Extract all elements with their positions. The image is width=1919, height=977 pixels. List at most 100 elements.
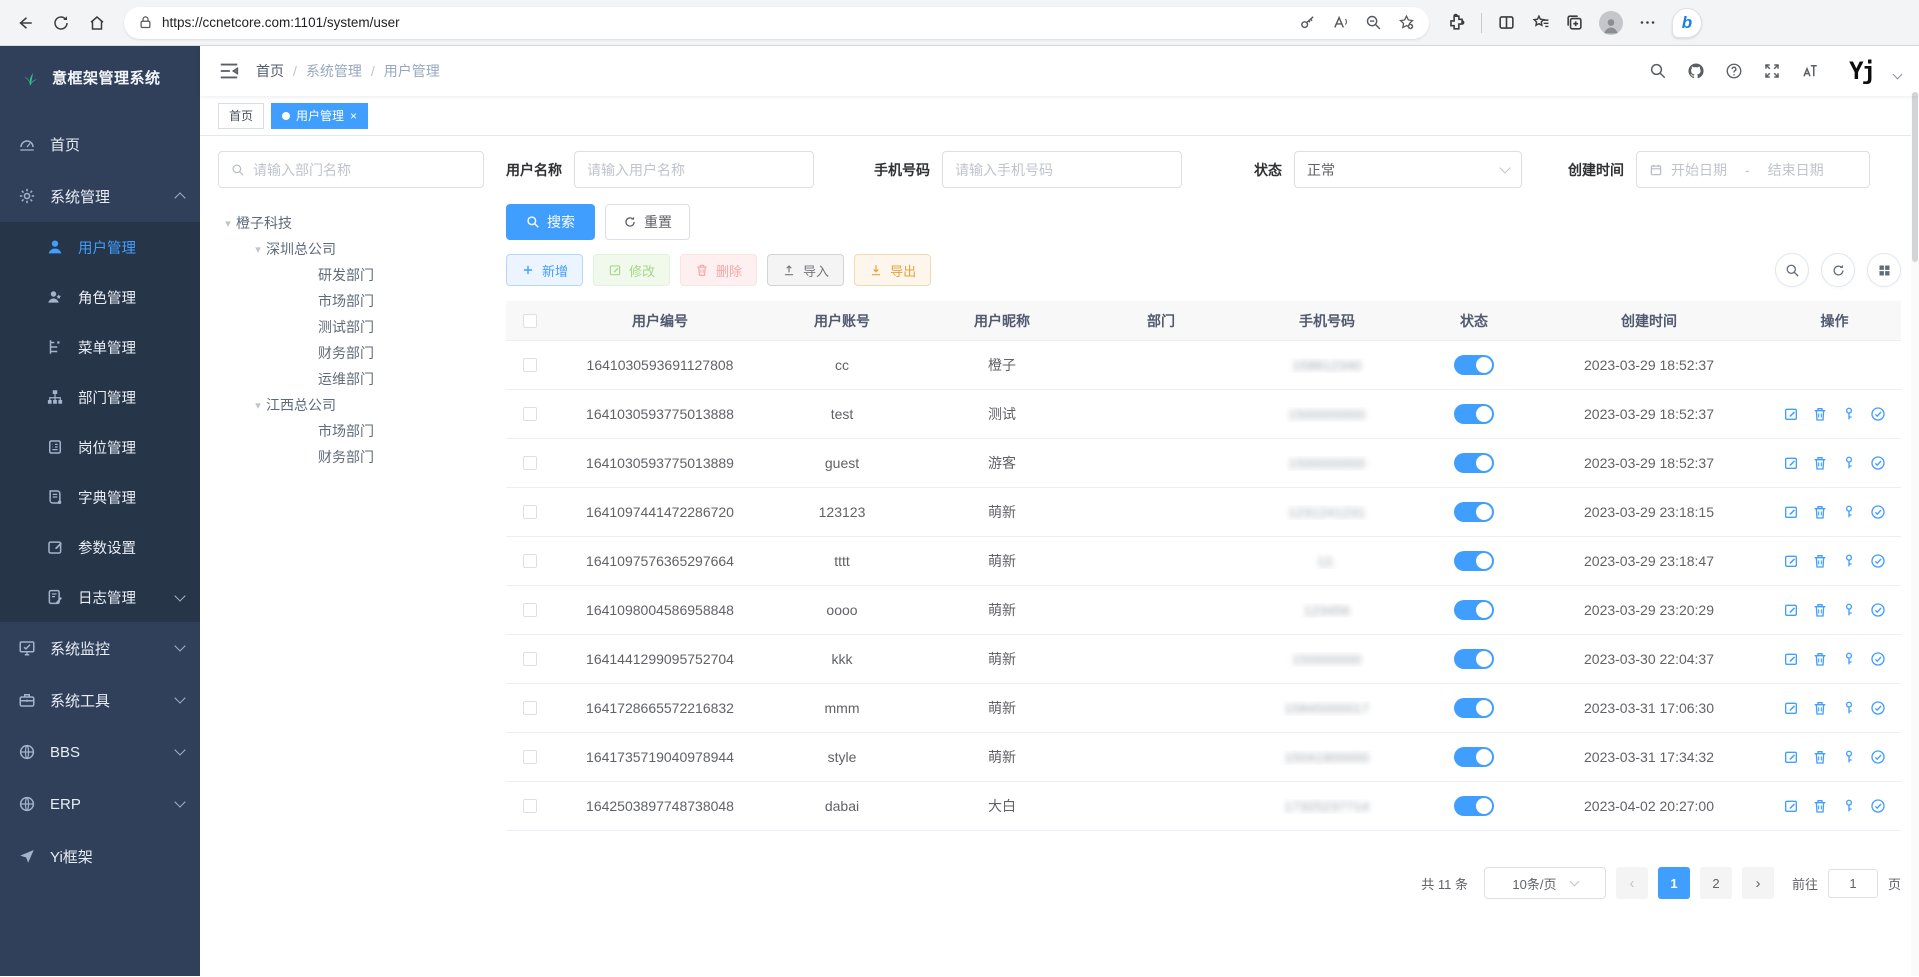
sidebar-item-菜单管理[interactable]: 菜单管理 xyxy=(0,322,200,372)
help-icon[interactable] xyxy=(1725,62,1743,80)
row-checkbox[interactable] xyxy=(523,456,537,470)
close-icon[interactable]: × xyxy=(350,108,358,123)
sidebar-item-系统监控[interactable]: 系统监控 xyxy=(0,622,200,674)
status-toggle[interactable] xyxy=(1454,796,1494,816)
page-button-2[interactable]: 2 xyxy=(1699,867,1732,899)
sidebar-item-首页[interactable]: 首页 xyxy=(0,118,200,170)
edit-icon[interactable] xyxy=(1783,700,1799,716)
reset-password-icon[interactable] xyxy=(1841,455,1857,471)
sidebar-item-系统工具[interactable]: 系统工具 xyxy=(0,674,200,726)
reset-password-icon[interactable] xyxy=(1841,553,1857,569)
check-circle-icon[interactable] xyxy=(1870,798,1886,814)
check-circle-icon[interactable] xyxy=(1870,651,1886,667)
tree-node-江西总公司[interactable]: ▾ 江西总公司 xyxy=(218,392,484,418)
delete-icon[interactable] xyxy=(1812,504,1828,520)
status-toggle[interactable] xyxy=(1454,649,1494,669)
address-bar[interactable]: https://ccnetcore.com:1101/system/user xyxy=(124,6,1429,39)
split-screen-icon[interactable] xyxy=(1497,13,1516,32)
reset-password-icon[interactable] xyxy=(1841,700,1857,716)
row-checkbox[interactable] xyxy=(523,554,537,568)
user-logo[interactable]: Yj xyxy=(1849,57,1876,85)
sidebar-item-ERP[interactable]: ERP xyxy=(0,778,200,830)
row-checkbox[interactable] xyxy=(523,505,537,519)
dept-search-field[interactable] xyxy=(253,161,471,178)
table-search-button[interactable] xyxy=(1775,253,1809,287)
edit-icon[interactable] xyxy=(1783,406,1799,422)
page-size-select[interactable]: 10条/页 xyxy=(1483,867,1606,899)
edit-icon[interactable] xyxy=(1783,798,1799,814)
breadcrumb-item[interactable]: 用户管理 xyxy=(383,63,440,79)
sidebar-item-参数设置[interactable]: 参数设置 xyxy=(0,522,200,572)
check-circle-icon[interactable] xyxy=(1870,749,1886,765)
status-toggle[interactable] xyxy=(1454,600,1494,620)
sidebar-item-字典管理[interactable]: 字典管理 xyxy=(0,472,200,522)
reset-password-icon[interactable] xyxy=(1841,406,1857,422)
tree-node-研发部门[interactable]: 研发部门 xyxy=(218,262,484,288)
row-checkbox[interactable] xyxy=(523,701,537,715)
copilot-icon[interactable]: b xyxy=(1672,7,1702,38)
edit-icon[interactable] xyxy=(1783,553,1799,569)
export-button[interactable]: 导出 xyxy=(854,254,932,286)
column-settings-button[interactable] xyxy=(1867,253,1901,287)
phone-input[interactable] xyxy=(942,151,1182,188)
delete-icon[interactable] xyxy=(1812,798,1828,814)
check-circle-icon[interactable] xyxy=(1870,553,1886,569)
edit-icon[interactable] xyxy=(1783,749,1799,765)
tree-node-市场部门[interactable]: 市场部门 xyxy=(218,418,484,444)
next-page-button[interactable]: › xyxy=(1741,867,1774,899)
reset-button[interactable]: 重置 xyxy=(605,204,690,240)
edit-icon[interactable] xyxy=(1783,602,1799,618)
status-toggle[interactable] xyxy=(1454,502,1494,522)
delete-icon[interactable] xyxy=(1812,700,1828,716)
delete-icon[interactable] xyxy=(1812,602,1828,618)
delete-icon[interactable] xyxy=(1812,651,1828,667)
github-icon[interactable] xyxy=(1687,62,1705,80)
status-toggle[interactable] xyxy=(1454,355,1494,375)
search-button[interactable]: 搜索 xyxy=(506,204,595,240)
breadcrumb-item[interactable]: 首页 xyxy=(256,63,284,79)
row-checkbox[interactable] xyxy=(523,603,537,617)
collections-icon[interactable] xyxy=(1565,13,1584,32)
status-toggle[interactable] xyxy=(1454,698,1494,718)
home-button[interactable] xyxy=(82,8,112,38)
dept-search-input[interactable] xyxy=(218,151,484,188)
username-input[interactable] xyxy=(574,151,814,188)
tab-用户管理[interactable]: 用户管理 × xyxy=(271,102,369,129)
edit-button[interactable]: 修改 xyxy=(593,254,671,286)
check-circle-icon[interactable] xyxy=(1870,504,1886,520)
select-all-checkbox[interactable] xyxy=(523,313,537,328)
reset-password-icon[interactable] xyxy=(1841,798,1857,814)
delete-icon[interactable] xyxy=(1812,749,1828,765)
tree-node-橙子科技[interactable]: ▾ 橙子科技 xyxy=(218,210,484,236)
status-select[interactable]: 正常 xyxy=(1294,151,1522,188)
chevron-down-icon[interactable] xyxy=(1892,69,1903,79)
sidebar-item-系统管理[interactable]: 系统管理 xyxy=(0,170,200,222)
row-checkbox[interactable] xyxy=(523,652,537,666)
add-button[interactable]: 新增 xyxy=(506,254,584,286)
date-range-picker[interactable]: 开始日期 - 结束日期 xyxy=(1636,151,1870,188)
font-size-icon[interactable] xyxy=(1801,62,1819,80)
tree-node-财务部门[interactable]: 财务部门 xyxy=(218,340,484,366)
tree-node-测试部门[interactable]: 测试部门 xyxy=(218,314,484,340)
back-button[interactable] xyxy=(10,8,40,38)
phone-field[interactable] xyxy=(955,161,1169,178)
sidebar-item-角色管理[interactable]: 角色管理 xyxy=(0,272,200,322)
reset-password-icon[interactable] xyxy=(1841,504,1857,520)
tree-node-财务部门[interactable]: 财务部门 xyxy=(218,444,484,470)
breadcrumb-item[interactable]: 系统管理 xyxy=(305,63,362,79)
edit-icon[interactable] xyxy=(1783,504,1799,520)
tree-node-深圳总公司[interactable]: ▾ 深圳总公司 xyxy=(218,236,484,262)
status-toggle[interactable] xyxy=(1454,404,1494,424)
status-toggle[interactable] xyxy=(1454,747,1494,767)
favorite-add-icon[interactable] xyxy=(1398,14,1415,31)
row-checkbox[interactable] xyxy=(523,407,537,421)
status-toggle[interactable] xyxy=(1454,453,1494,473)
delete-icon[interactable] xyxy=(1812,455,1828,471)
row-checkbox[interactable] xyxy=(523,799,537,813)
refresh-button[interactable] xyxy=(46,8,76,38)
sidebar-item-岗位管理[interactable]: 岗位管理 xyxy=(0,422,200,472)
table-refresh-button[interactable] xyxy=(1821,253,1855,287)
delete-icon[interactable] xyxy=(1812,406,1828,422)
check-circle-icon[interactable] xyxy=(1870,602,1886,618)
edit-icon[interactable] xyxy=(1783,455,1799,471)
